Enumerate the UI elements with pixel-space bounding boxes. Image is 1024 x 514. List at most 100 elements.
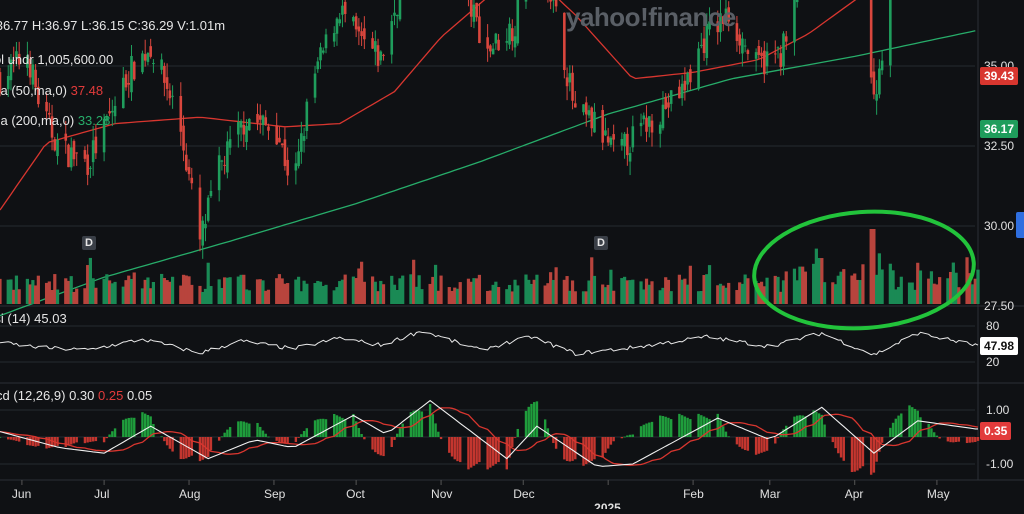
macd-histogram-bar [935,435,939,437]
volume-bar [592,275,597,304]
candle-body [374,41,377,52]
candle-body [141,53,144,73]
candle-body [604,130,607,136]
macd-histogram-bar [585,437,588,465]
macd-histogram-bar [705,417,708,437]
macd-histogram-bar [486,437,489,470]
candle-body [352,17,355,22]
macd-histogram-bar [209,437,213,451]
macd-histogram-bar [390,437,393,448]
macd-histogram-bar [554,437,558,449]
candles [0,0,892,259]
macd-histogram-bar [823,424,826,437]
candle-body [642,115,646,120]
volume-bar [201,291,205,304]
volume-bar [321,285,325,304]
volume-bar [66,280,71,304]
rsi-name: Rsi (14) [0,311,31,326]
scroll-handle[interactable] [1016,212,1024,238]
macd-histogram-bar [146,414,150,437]
macd-histogram-bar [801,415,804,437]
macd-histogram-bar [280,437,284,444]
macd-histogram-bar [535,401,539,437]
dividend-marker[interactable]: D [594,236,608,250]
candle-body [152,63,155,65]
volume-bar [680,279,684,304]
volume-bar [140,288,145,304]
volume-bar [762,286,766,304]
volume-bar [677,274,681,304]
candle-body [165,77,169,89]
macd-histogram-bar [746,437,750,451]
volume-bar [916,262,920,304]
candle-body [741,38,744,54]
volume-bar [124,280,128,304]
macd-histogram-bar [182,437,185,460]
volume-bar [968,273,972,304]
rsi-indicator-label[interactable]: Rsi (14) 45.03 [0,311,67,326]
volume-bar [581,291,586,304]
sma50-name: Sma (50,ma,0) [0,83,67,98]
candle-body [190,177,194,184]
volume-bar [872,229,876,304]
macd-histogram-bar [850,437,854,473]
macd-value-2: 0.25 [98,388,124,403]
volume-bar [398,278,402,304]
volume-bar [239,274,243,304]
volume-bar [217,279,221,304]
sma200-indicator-label[interactable]: Sma (200,ma,0) 33.28 [0,113,110,128]
dividend-marker[interactable]: D [82,236,96,250]
x-tick-label: Jun [12,487,31,501]
x-tick-label: Dec [513,487,534,501]
sma200-layer [0,30,976,317]
candle-body [510,28,514,42]
macd-value-3: 0.05 [126,388,153,403]
macd-histogram-bar [160,436,163,438]
volume-bar [532,279,536,304]
candle-body [245,125,248,143]
volume-bar [332,290,336,304]
macd-histogram-bar [239,421,243,437]
candle-body [628,153,632,162]
volume-bar [773,275,777,304]
candle-body [343,1,347,14]
macd-histogram-bar [472,437,476,466]
volume-bar [447,287,451,304]
macd-histogram-bar [757,437,761,454]
candle-body [160,59,163,70]
candle-body [56,139,59,157]
volume-bar [965,257,969,304]
volume-bar [812,263,816,304]
volume-bar [664,277,668,304]
candle-body [620,139,624,146]
volume-bar [370,276,375,304]
macd-histogram-bar [371,437,374,450]
volume-bar [642,289,646,304]
candle-body [754,52,758,59]
candle-body [37,86,40,105]
candle-body [319,47,322,61]
macd-indicator-label[interactable]: Macd (12,26,9) 0.30 0.25 0.05 [0,388,152,403]
volume-bar [609,269,613,304]
volume-bar [105,274,109,304]
macd-histogram-bar [453,437,456,460]
vol-indicator-label[interactable]: Vol undr 1,005,600.00 [0,52,113,67]
macd-value-1: 0.30 [69,388,95,403]
volume-bar [247,290,251,304]
candle-body [258,115,262,120]
candle-body [708,21,711,30]
macd-histogram-bar [722,426,725,437]
volume-bar [343,274,347,304]
candle-body [228,139,232,148]
sma50-indicator-label[interactable]: Sma (50,ma,0) 37.48 [0,83,103,98]
volume-bar [603,287,608,304]
candle-body [280,143,284,146]
volume-bar [573,291,577,304]
volume-bar [351,276,355,304]
candle-body [382,54,385,56]
volume-bar [466,278,471,304]
volume-bar [162,278,166,304]
macd-histogram-bar [776,437,780,439]
